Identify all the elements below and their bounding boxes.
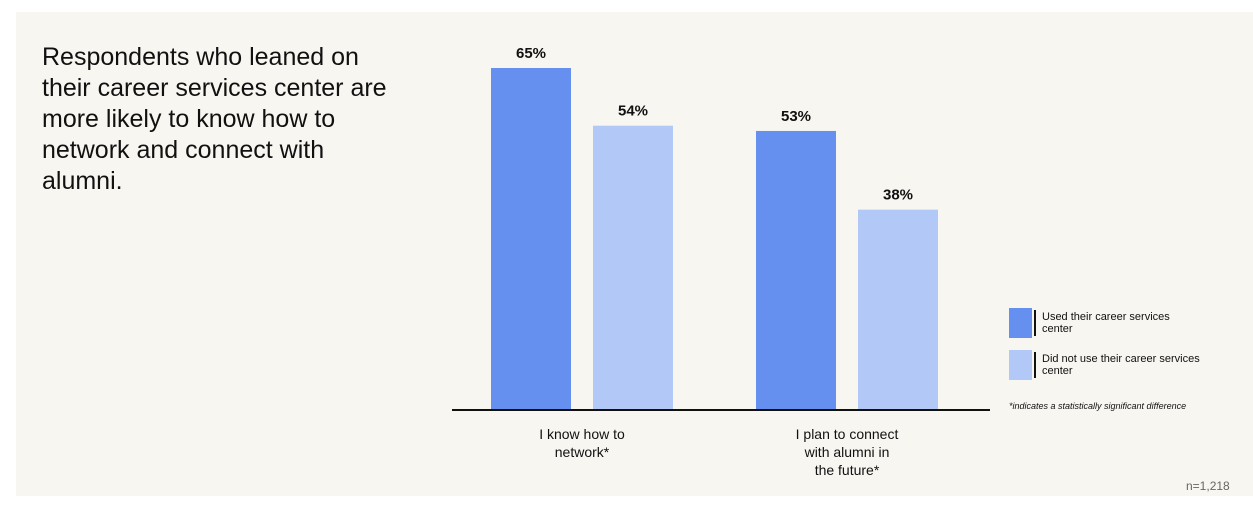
data-label: 53% [781,108,811,125]
category-label: the future* [815,462,880,478]
chart-card: Respondents who leaned on their career s… [16,12,1253,496]
bar-chart: 65% 54% I know how to network* 53% 38% I plan … [452,45,990,478]
footnote: *indicates a statistically significant d… [1009,401,1187,411]
bar-used-1 [756,130,836,409]
bar-not-used-0 [593,125,673,409]
headline-text: Respondents who leaned on their career s… [42,43,387,195]
data-label: 38% [883,187,913,204]
legend-divider [1034,310,1036,336]
legend-divider [1034,352,1036,378]
legend-label-used: Used their career services center [1042,311,1170,335]
category-label: I know how to [539,426,625,442]
bar-used-0 [491,68,571,409]
legend-swatch-not-used [1009,350,1032,380]
legend-item-not-used: Did not use their career services center [1009,350,1249,380]
legend-swatch-used [1009,308,1032,338]
legend-label-not-used: Did not use their career services center [1042,353,1200,377]
data-label: 65% [516,45,546,62]
category-label: network* [555,444,610,460]
sample-size: n=1,218 [1186,479,1230,493]
data-label: 54% [618,103,648,120]
category-label: with alumni in [804,444,890,460]
bar-not-used-1 [858,209,938,409]
legend-item-used: Used their career services center [1009,308,1249,338]
legend: Used their career services center Did no… [1009,308,1249,392]
category-label: I plan to connect [796,426,899,442]
